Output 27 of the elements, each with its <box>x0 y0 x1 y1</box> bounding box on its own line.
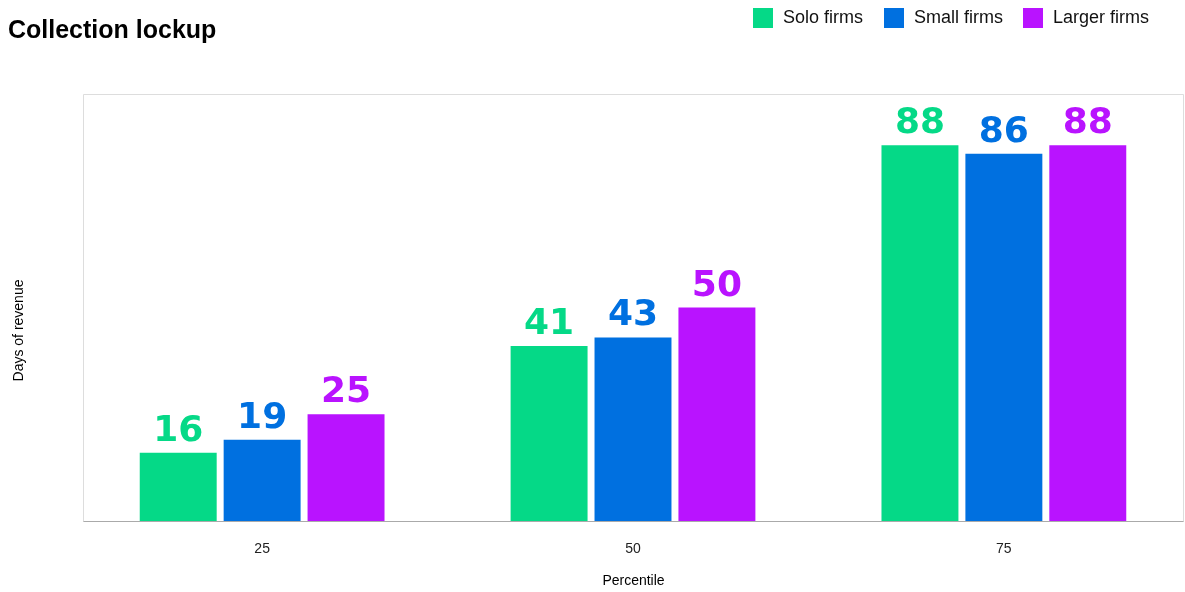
data-label: 43 <box>607 292 659 334</box>
legend-label: Larger firms <box>1053 7 1150 27</box>
data-label: 88 <box>894 100 946 142</box>
x-tick-label: 50 <box>625 539 641 556</box>
data-label: 88 <box>1062 100 1113 142</box>
bar <box>1049 145 1127 521</box>
bar <box>510 345 588 521</box>
bar <box>594 337 672 521</box>
bar <box>881 145 959 521</box>
bar <box>139 452 217 521</box>
data-label: 16 <box>153 407 204 449</box>
legend-label: Small firms <box>914 7 1003 27</box>
bar <box>307 414 385 521</box>
chart-title: Collection lockup <box>8 15 217 43</box>
x-axis-title: Percentile <box>602 571 665 588</box>
y-axis-title: Days of revenue <box>9 279 26 382</box>
bar <box>223 439 301 521</box>
bar <box>678 307 756 521</box>
data-label: 25 <box>320 369 372 411</box>
data-label: 86 <box>978 108 1029 150</box>
data-label: 50 <box>691 262 742 304</box>
bar <box>965 153 1043 521</box>
legend-label: Solo firms <box>783 7 864 27</box>
x-tick-label: 25 <box>254 539 271 556</box>
data-label: 41 <box>524 300 575 342</box>
data-label: 19 <box>237 394 288 436</box>
x-tick-label: 75 <box>996 539 1012 556</box>
